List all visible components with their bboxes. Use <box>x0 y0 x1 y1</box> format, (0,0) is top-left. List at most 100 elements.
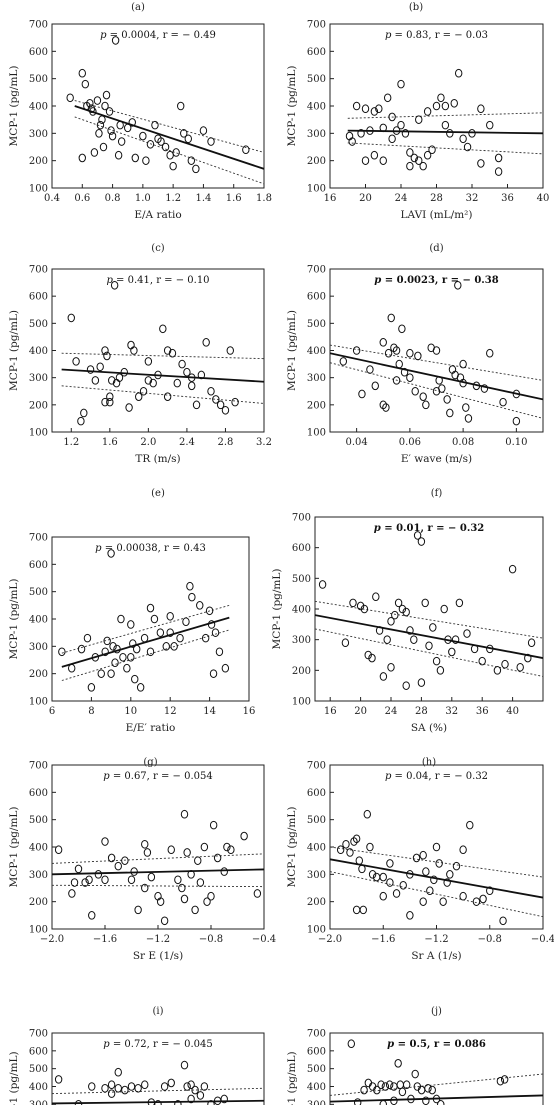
data-point <box>124 123 132 133</box>
y-axis-label: MCP-1 (pg/mL) <box>8 579 20 660</box>
data-point <box>352 834 361 844</box>
data-point <box>430 875 438 885</box>
data-point <box>486 348 494 358</box>
data-point <box>209 669 218 678</box>
x-tick-label: 0.6 <box>74 193 90 204</box>
data-point <box>68 889 76 898</box>
data-point <box>428 145 436 155</box>
y-axis-label: CP-1 (pg/mL) <box>8 1051 20 1105</box>
x-tick-label: 0.08 <box>452 437 474 448</box>
data-points <box>318 531 536 690</box>
data-point <box>207 620 216 629</box>
data-point <box>411 386 419 396</box>
x-tick-label: 1.6 <box>226 193 242 204</box>
stat-annotation: p = 0.01, r = − 0.32 <box>374 523 485 534</box>
data-point <box>425 641 433 651</box>
data-point <box>134 1083 142 1093</box>
data-point <box>353 1098 362 1105</box>
x-axis-label: E/A ratio <box>134 209 181 221</box>
data-point <box>363 809 371 819</box>
y-tick-label: 200 <box>307 400 326 411</box>
plot-frame <box>329 764 544 930</box>
data-point <box>196 601 204 610</box>
data-point <box>143 848 152 857</box>
chart-8: 100 200 300 400 500 600 700 −2.0 −1.6 −1.2 −0.8 −0.… <box>286 761 554 1018</box>
chart-4: 100 200 300 400 500 600 700 0.04 0.06 0.08 0.10 E′ … <box>286 265 544 499</box>
data-point <box>127 1082 136 1091</box>
data-point <box>401 129 410 138</box>
y-tick-label: 600 <box>307 788 326 799</box>
data-point <box>183 367 191 377</box>
x-tick-label: 10 <box>124 706 137 717</box>
data-point <box>368 870 377 879</box>
data-point <box>107 669 115 678</box>
data-point <box>463 142 472 152</box>
data-point <box>120 367 128 377</box>
data-point <box>180 894 189 904</box>
y-tick-label: 300 <box>29 642 48 653</box>
data-point <box>114 150 123 160</box>
data-point <box>444 635 452 644</box>
y-tick-label: 400 <box>307 843 326 854</box>
data-point <box>512 416 521 426</box>
x-tick-label: 32 <box>445 706 458 717</box>
data-point <box>74 864 83 874</box>
data-point <box>216 400 225 410</box>
y-tick-label: 200 <box>29 156 48 167</box>
data-point <box>524 653 532 663</box>
data-point <box>103 636 111 646</box>
data-point <box>422 867 430 876</box>
data-point <box>406 870 414 879</box>
data-point <box>352 101 361 111</box>
data-point <box>167 1078 175 1088</box>
data-point <box>407 1094 415 1104</box>
data-point <box>436 666 445 675</box>
y-tick-label: 700 <box>307 265 326 276</box>
x-tick-label: −2.0 <box>40 934 64 945</box>
data-point <box>180 129 188 138</box>
data-point <box>58 647 66 657</box>
data-point <box>125 403 133 412</box>
x-axis-label: TR (m/s) <box>135 453 180 465</box>
plot-frame <box>51 268 265 433</box>
data-point <box>178 883 186 893</box>
x-tick-label: 12 <box>164 706 177 717</box>
x-tick-label: 0.8 <box>105 193 121 204</box>
panel-label: (g) <box>143 757 157 768</box>
y-axis-label: MCP-1 (pg/mL) <box>271 569 283 650</box>
data-point <box>127 620 135 629</box>
data-point <box>103 351 111 361</box>
data-point <box>159 324 167 334</box>
data-point <box>101 875 109 885</box>
data-point <box>119 652 127 662</box>
y-axis-label: CP-1 (pg/mL) <box>286 1051 298 1105</box>
chart-6: 100 200 300 400 500 600 700 16 20 24 28 32 36 40 SA (%… <box>271 513 544 768</box>
data-point <box>446 129 454 138</box>
data-point <box>111 658 119 668</box>
data-point <box>358 864 366 874</box>
y-tick-label: 200 <box>307 156 326 167</box>
data-point <box>77 644 86 654</box>
data-point <box>359 905 367 915</box>
data-point <box>128 118 136 127</box>
y-tick-label: 200 <box>29 400 48 411</box>
data-point <box>406 148 414 157</box>
x-axis-label: SA (%) <box>411 722 447 734</box>
data-point <box>78 153 86 163</box>
stat-annotation: p = 0.83, r = − 0.03 <box>385 30 488 41</box>
y-tick-label: 500 <box>29 319 48 330</box>
data-point <box>107 549 115 558</box>
fit-line <box>330 352 543 401</box>
data-point <box>432 101 441 111</box>
x-tick-label: 2.8 <box>218 437 234 448</box>
data-point <box>101 837 109 846</box>
data-point <box>493 666 502 675</box>
data-point <box>421 598 429 608</box>
data-point <box>470 644 479 654</box>
ci-upper-line <box>52 853 264 864</box>
data-point <box>146 603 155 613</box>
data-point <box>357 129 365 138</box>
data-point <box>342 839 350 849</box>
data-point <box>459 891 467 901</box>
data-point <box>446 870 454 879</box>
